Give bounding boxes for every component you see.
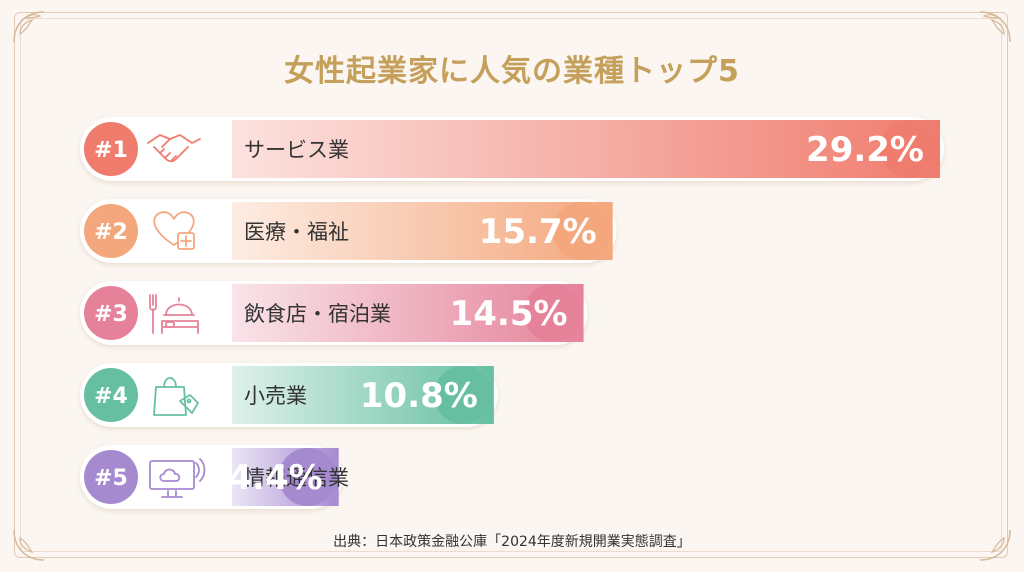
rank-label: #1 [94, 138, 128, 163]
corner-ornament-icon [979, 11, 1011, 43]
value-label: 10.8% [360, 376, 478, 416]
rank-badge [84, 450, 138, 504]
bar-end-cap [552, 202, 611, 260]
bar-row: #3 飲食店・宿泊業 14.5% [80, 281, 588, 345]
rank-label: #4 [94, 384, 128, 409]
category-label: 医療・福祉 [244, 220, 349, 244]
bar-end-cap [278, 448, 337, 506]
category-label: サービス業 [244, 138, 349, 162]
heart-plus-icon [153, 211, 195, 250]
shopping-bag-icon [153, 377, 199, 416]
corner-ornament-icon [13, 11, 45, 43]
category-label: 飲食店・宿泊業 [244, 302, 391, 326]
rank-badge [84, 286, 138, 340]
rank-label: #5 [94, 466, 128, 491]
value-label: 29.2% [806, 130, 924, 170]
bar-end-cap [433, 366, 492, 424]
handshake-icon [147, 134, 201, 163]
source-note: 出典：日本政策金融公庫「2024年度新規開業実態調査」 [333, 534, 691, 550]
value-label: 14.5% [450, 294, 568, 334]
rank-label: #3 [94, 302, 128, 327]
rank-badge [84, 368, 138, 422]
chart-title: 女性起業家に人気の業種トップ5 [284, 54, 740, 89]
rank-label: #2 [94, 220, 128, 245]
inner-frame [20, 18, 1002, 552]
bar [232, 202, 613, 260]
corner-ornament-icon [13, 529, 45, 561]
bar-end-cap [523, 284, 582, 342]
outer-frame [14, 12, 1008, 558]
bar-row: #2 医療・福祉 15.7% [80, 199, 617, 263]
category-label: 小売業 [244, 384, 307, 408]
rank-badge [84, 122, 138, 176]
corner-ornament-icon [979, 529, 1011, 561]
bar [232, 120, 940, 178]
value-label: 4.4% [228, 458, 322, 498]
cloud-monitor-icon [149, 458, 206, 498]
fork-and-dish-icon [149, 294, 199, 334]
bar-row: #4 小売業 10.8% [80, 363, 498, 427]
value-label: 15.7% [479, 212, 597, 252]
bar-row: #1 サービス業 29.2% [80, 117, 944, 181]
category-label: 情報通信業 [244, 466, 349, 490]
rank-badge [84, 204, 138, 258]
bar-end-cap [880, 120, 938, 178]
